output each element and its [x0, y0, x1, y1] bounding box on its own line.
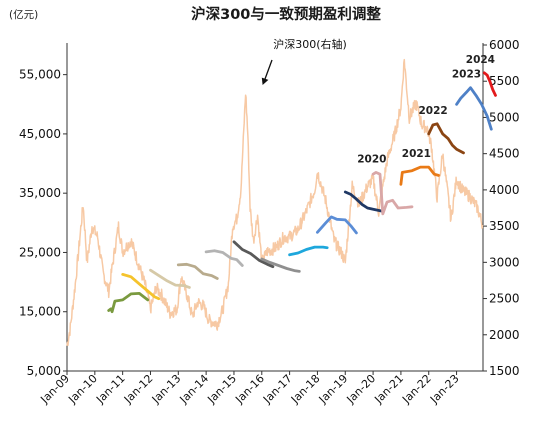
forecast-series-line [204, 249, 244, 267]
left-tick-label: 5,000 [27, 364, 61, 378]
annotation-arrow-head [261, 77, 269, 85]
series-year-label: 2021 [402, 148, 431, 160]
forecast-series-line [399, 165, 440, 186]
x-tick-label: Jan-21 [371, 372, 406, 407]
forecast-series-line [371, 171, 414, 216]
right-tick-label: 1500 [489, 364, 520, 378]
right-tick-label: 3000 [489, 255, 520, 269]
forecast-series-line [288, 245, 329, 257]
series-year-label: 2024 [466, 54, 495, 66]
x-tick-label: Jan-19 [316, 372, 351, 407]
x-tick-label: Jan-16 [232, 372, 267, 407]
right-tick-label: 2500 [489, 292, 520, 306]
right-tick-label: 4500 [489, 147, 520, 161]
forecast-series-line [121, 273, 161, 301]
left-tick-label: 25,000 [19, 245, 61, 259]
x-tick-label: Jan-14 [177, 372, 212, 407]
left-tick-label: 45,000 [19, 127, 61, 141]
forecast-series-line [176, 262, 219, 280]
forecast-series-line [149, 268, 191, 289]
forecast-series-line [483, 71, 497, 97]
annotation-arrow-shaft [264, 59, 273, 80]
chart-title: 沪深300与一致预期盈利调整 [191, 5, 381, 23]
x-tick-label: Jan-18 [288, 372, 323, 407]
right-tick-label: 5500 [489, 74, 520, 88]
left-tick-label: 35,000 [19, 186, 61, 200]
left-tick-label: 55,000 [19, 68, 61, 82]
index-series-layer [66, 58, 484, 346]
series-year-label: 2020 [357, 153, 386, 165]
forecast-series-line [260, 257, 301, 273]
forecast-series-line [316, 215, 358, 235]
forecast-series-line [427, 122, 465, 155]
x-tick-label: Jan-10 [65, 372, 100, 407]
x-tick-label: Jan-22 [399, 372, 434, 407]
x-tick-label: Jan-20 [344, 372, 379, 407]
forecast-series-line [232, 240, 275, 269]
forecast-series-line [343, 190, 383, 213]
x-tick-label: Jan-17 [260, 372, 295, 407]
forecast-series-line [107, 292, 150, 314]
right-tick-label: 2000 [489, 328, 520, 342]
right-tick-label: 3500 [489, 219, 520, 233]
forecast-series-line [455, 86, 493, 131]
left-tick-label: 15,000 [19, 305, 61, 319]
x-tick-label: Jan-12 [121, 372, 156, 407]
annotation-layer: 沪深300(右轴) [261, 37, 347, 85]
right-tick-label: 5000 [489, 110, 520, 124]
axes-layer: 5,000 15,000 25,000 35,000 45,000 55,000 1500 2… [19, 38, 520, 407]
csi300-index-line [66, 58, 484, 346]
x-tick-label: Jan-13 [149, 372, 184, 407]
x-tick-label: Jan-15 [204, 372, 239, 407]
right-tick-label: 6000 [489, 38, 520, 52]
index-annotation: 沪深300(右轴) [273, 37, 347, 51]
year-labels-layer: 2020 2021 2022 2023 2024 [357, 54, 495, 166]
series-year-label: 2022 [418, 105, 447, 117]
right-tick-label: 4000 [489, 183, 520, 197]
series-year-label: 2023 [452, 69, 481, 81]
x-tick-label: Jan-23 [427, 372, 462, 407]
x-tick-label: Jan-11 [93, 372, 128, 407]
left-axis-unit: (亿元) [9, 8, 38, 21]
forecast-series-layer [107, 71, 497, 314]
